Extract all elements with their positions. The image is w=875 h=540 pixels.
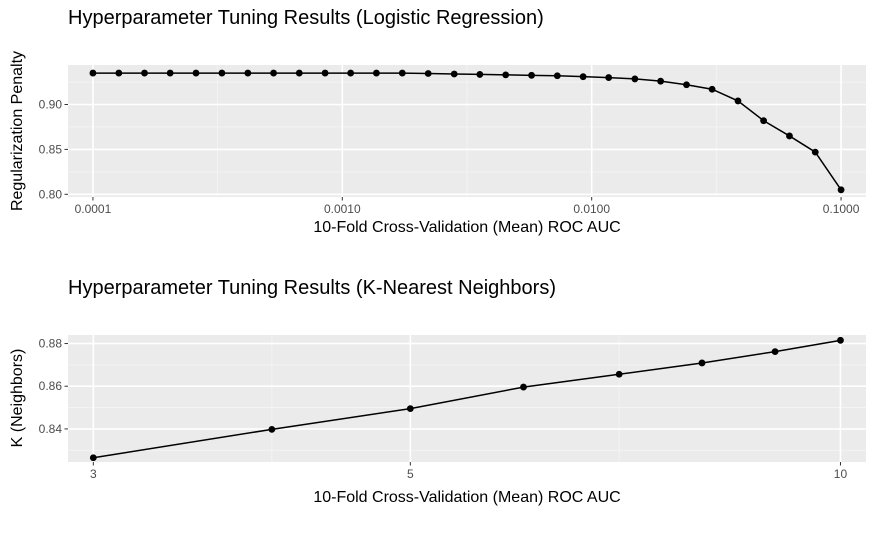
- knn-data-point: [837, 336, 844, 344]
- knn-y-tick-label: 0.84: [39, 422, 63, 436]
- lr-gridlines: [68, 65, 866, 197]
- knn-data-point: [406, 405, 414, 413]
- lr-data-point: [89, 69, 97, 77]
- lr-data-point: [192, 69, 200, 77]
- lr-data-point: [553, 72, 561, 80]
- knn-x-tick-label: 5: [407, 467, 414, 481]
- knn-x-axis: 3 5 10: [90, 462, 847, 481]
- knn-data-point: [520, 383, 527, 391]
- knn-gridlines: [68, 335, 866, 462]
- lr-series: [89, 69, 845, 194]
- lr-x-tick-label: 0.0010: [324, 202, 361, 216]
- lr-data-point: [141, 69, 148, 77]
- lr-y-tick-label: 0.85: [39, 142, 63, 156]
- lr-data-point: [398, 69, 406, 77]
- lr-data-point: [373, 69, 380, 77]
- lr-data-point: [631, 75, 639, 83]
- lr-data-point: [218, 69, 226, 77]
- lr-x-tick-label: 0.0001: [75, 202, 112, 216]
- lr-y-tick-label: 0.80: [39, 187, 63, 201]
- lr-chart: Hyperparameter Tuning Results (Logistic …: [9, 7, 866, 236]
- lr-data-point: [837, 186, 845, 194]
- lr-data-point: [244, 69, 252, 77]
- knn-x-tick-label: 10: [834, 467, 848, 481]
- lr-data-point: [734, 97, 742, 105]
- knn-chart: Hyperparameter Tuning Results (K-Nearest…: [9, 277, 866, 506]
- knn-chart-title: Hyperparameter Tuning Results (K-Nearest…: [68, 277, 556, 299]
- lr-y-tick-label: 0.90: [39, 98, 63, 112]
- knn-data-point: [698, 359, 706, 367]
- knn-data-point: [771, 348, 779, 356]
- lr-data-point: [166, 69, 174, 77]
- lr-data-point: [811, 148, 819, 156]
- lr-data-point: [321, 69, 329, 77]
- lr-x-axis-title: 10-Fold Cross-Validation (Mean) ROC AUC: [313, 219, 620, 236]
- lr-data-point: [295, 69, 303, 77]
- lr-chart-title: Hyperparameter Tuning Results (Logistic …: [68, 7, 544, 29]
- lr-data-point: [502, 71, 510, 79]
- knn-x-axis-title: 10-Fold Cross-Validation (Mean) ROC AUC: [313, 489, 620, 506]
- knn-y-tick-label: 0.88: [39, 337, 63, 351]
- lr-data-point: [476, 71, 484, 78]
- lr-data-point: [579, 73, 587, 81]
- knn-data-point: [89, 454, 97, 462]
- lr-data-point: [450, 70, 458, 78]
- knn-data-point: [615, 370, 623, 378]
- knn-y-axis-title: K (Neighbors): [9, 349, 26, 448]
- lr-data-point: [760, 117, 767, 125]
- knn-series-line: [93, 339, 841, 459]
- lr-data-point: [708, 85, 716, 93]
- lr-x-axis: 0.0001 0.0010 0.0100 0.1000: [75, 197, 860, 216]
- lr-data-point: [605, 74, 613, 81]
- knn-data-point: [268, 425, 276, 433]
- knn-y-tick-label: 0.86: [39, 379, 63, 393]
- lr-y-axis-title: Regularization Penalty: [9, 51, 26, 211]
- lr-data-point: [347, 69, 355, 77]
- lr-data-point: [115, 69, 123, 77]
- lr-data-point: [683, 81, 690, 89]
- knn-series: [89, 336, 844, 462]
- lr-data-point: [270, 69, 277, 77]
- lr-data-point: [528, 71, 535, 79]
- lr-x-tick-label: 0.0100: [573, 202, 610, 216]
- lr-series-line: [92, 72, 842, 191]
- lr-y-axis: 0.80 0.85 0.90: [39, 98, 68, 201]
- lr-data-point: [786, 132, 793, 140]
- lr-data-point: [657, 77, 665, 85]
- knn-x-tick-label: 3: [90, 467, 97, 481]
- lr-data-point: [424, 70, 432, 77]
- lr-x-tick-label: 0.1000: [823, 202, 860, 216]
- knn-y-axis: 0.84 0.86 0.88: [39, 337, 68, 436]
